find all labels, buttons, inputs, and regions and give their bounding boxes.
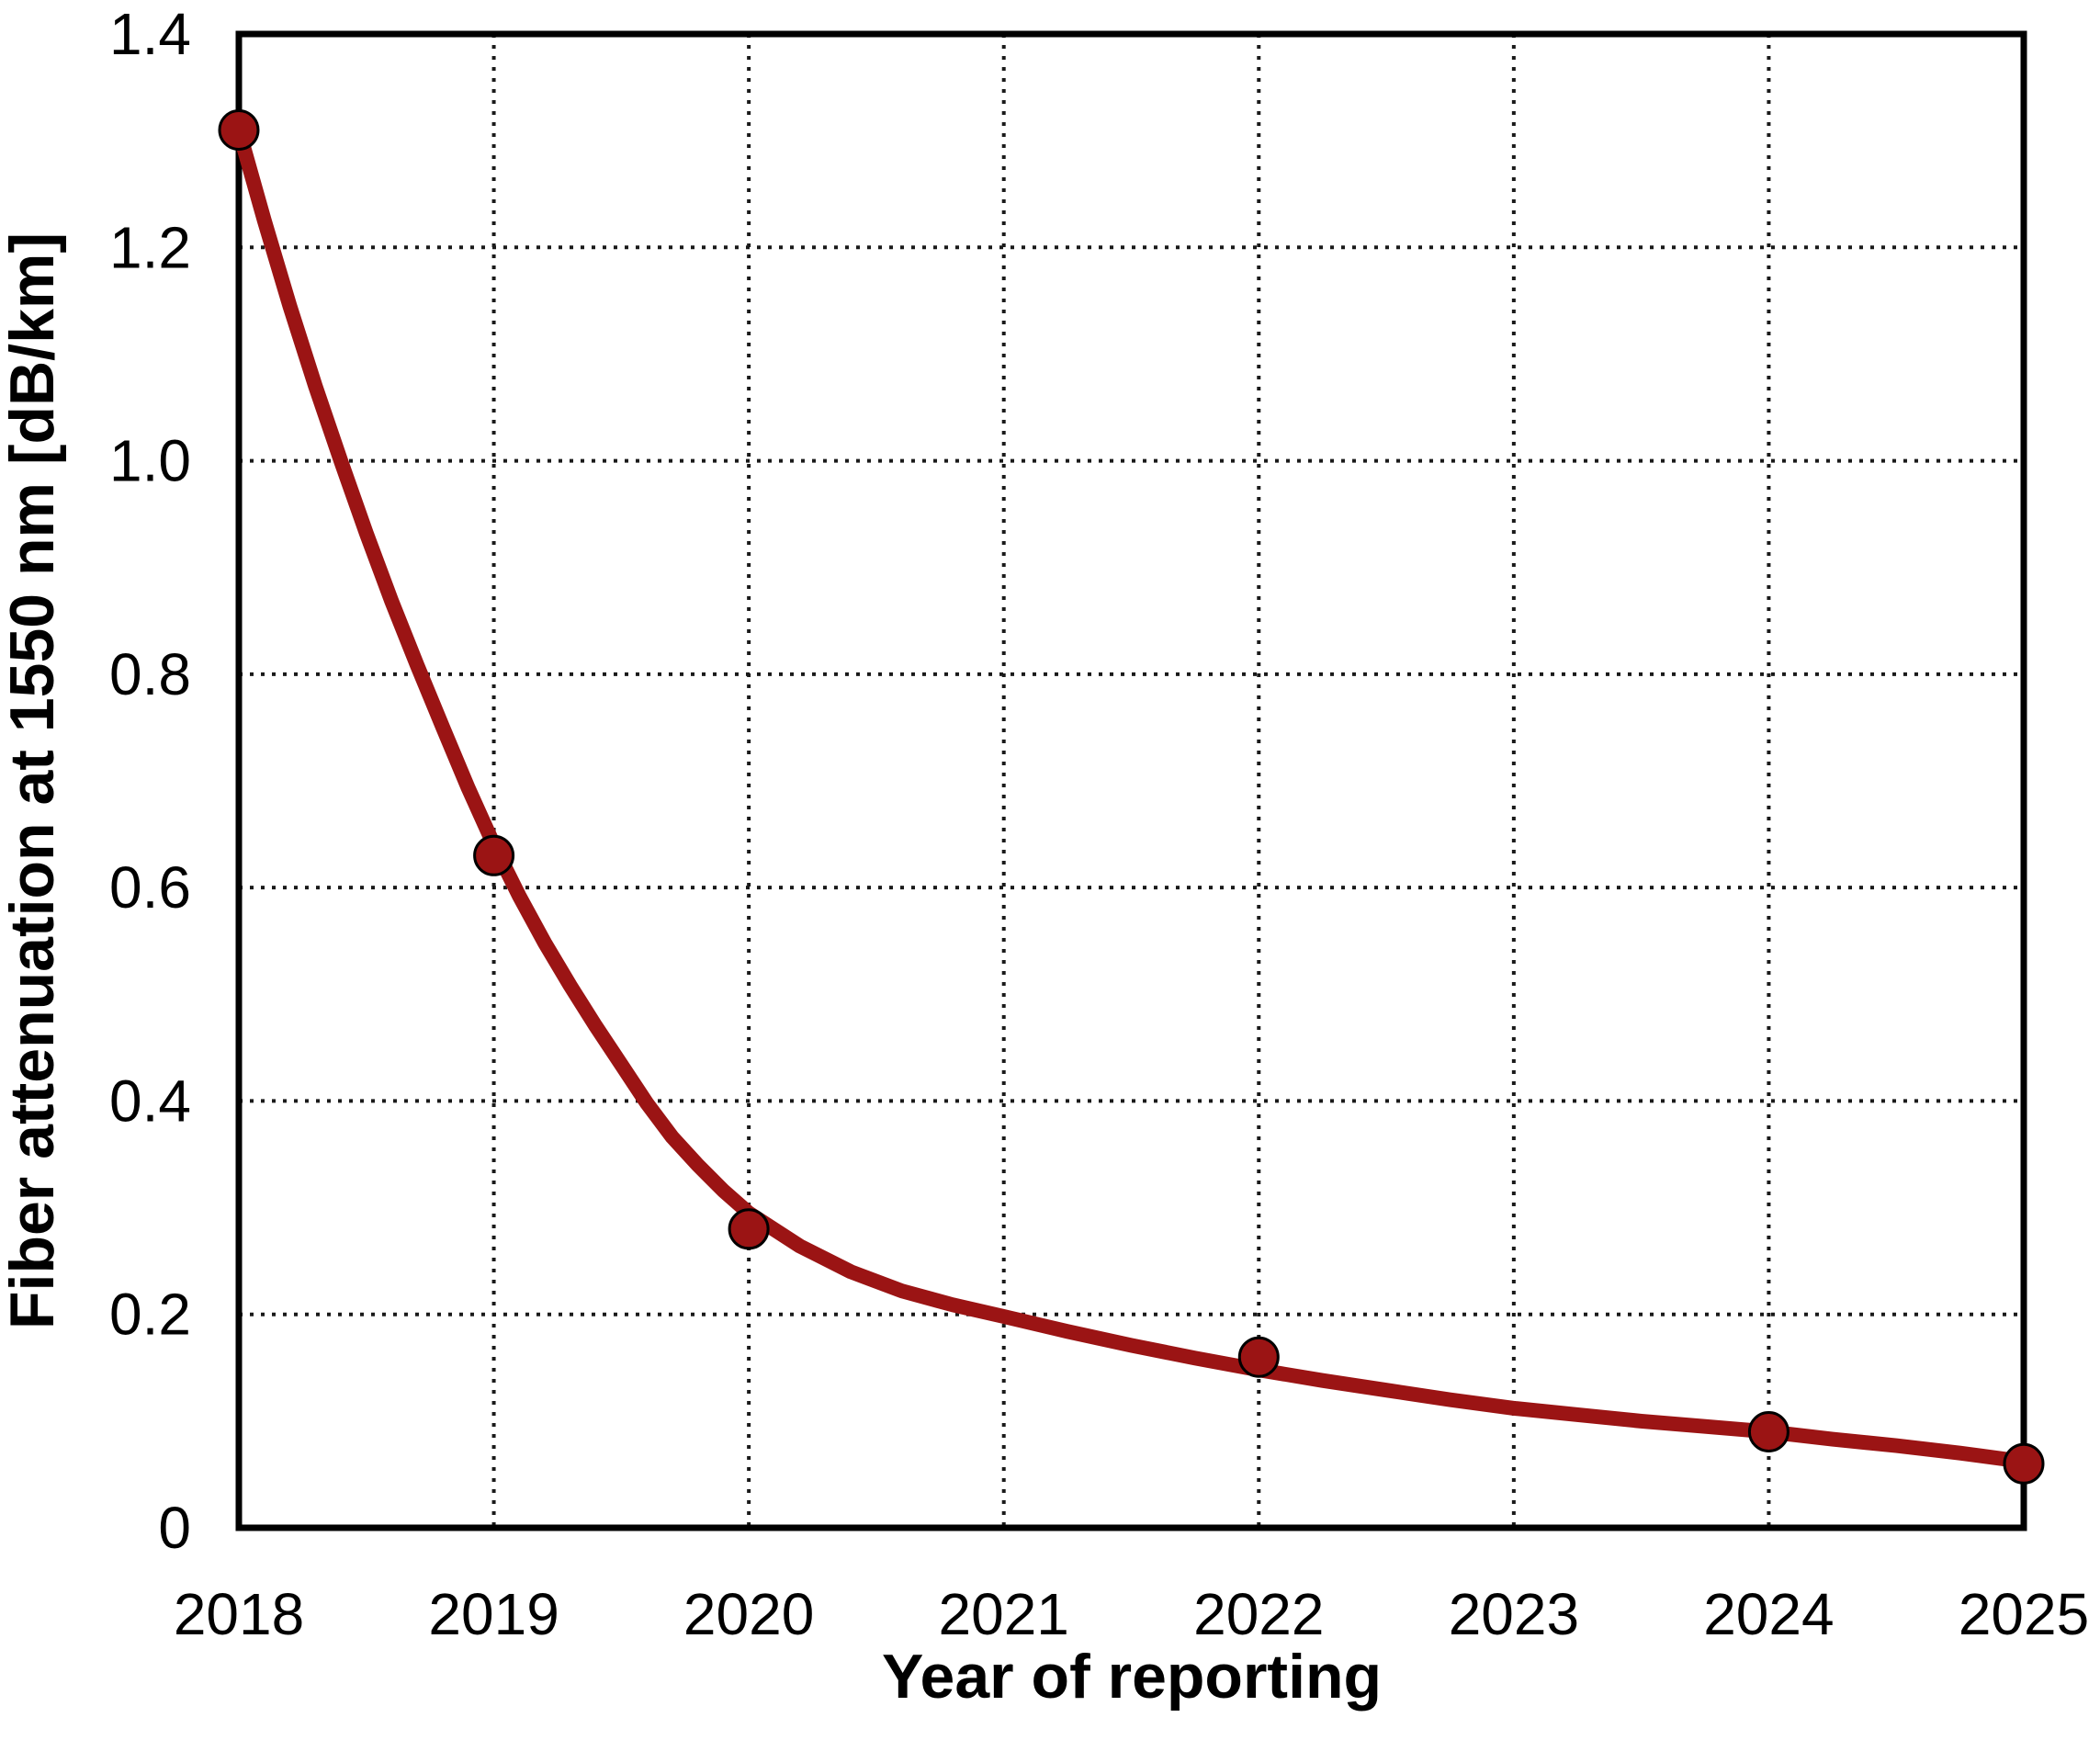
x-tick-label: 2021 (939, 1581, 1069, 1647)
x-axis-tick-labels: 2018 2019 2020 2021 2022 2023 2024 2025 (174, 1581, 2089, 1647)
data-points (218, 109, 2045, 1485)
y-tick-label: 0.2 (109, 1282, 191, 1348)
data-point (218, 109, 260, 151)
plot-border (235, 30, 2027, 1531)
x-tick-label: 2018 (174, 1581, 304, 1647)
x-tick-label: 2025 (1959, 1581, 2089, 1647)
x-tick-label: 2022 (1193, 1581, 1324, 1647)
y-tick-label: 0.6 (109, 854, 191, 921)
y-axis-tick-labels: 0 0.2 0.4 0.6 0.8 1.0 1.2 1.4 (109, 1, 191, 1561)
y-tick-label: 0 (158, 1495, 191, 1561)
data-point (1237, 1336, 1280, 1378)
data-point (2003, 1442, 2045, 1485)
data-point (1747, 1411, 1790, 1452)
y-tick-label: 0.8 (109, 641, 191, 707)
y-axis-title: Fiber attenuation at 1550 nm [dB/km] (0, 232, 67, 1329)
y-tick-label: 1.0 (109, 428, 191, 494)
fit-curve-line (231, 122, 2031, 1469)
y-tick-label: 1.2 (109, 214, 191, 280)
y-tick-label: 0.4 (109, 1068, 191, 1134)
x-tick-label: 2023 (1449, 1581, 1579, 1647)
x-tick-label: 2020 (683, 1581, 814, 1647)
x-tick-label: 2019 (428, 1581, 559, 1647)
data-point (473, 834, 515, 876)
y-tick-label: 1.4 (109, 1, 191, 67)
gridlines (239, 34, 2024, 1528)
data-point (728, 1208, 770, 1250)
x-axis-title: Year of reporting (882, 1642, 1382, 1712)
x-tick-label: 2024 (1703, 1581, 1834, 1647)
